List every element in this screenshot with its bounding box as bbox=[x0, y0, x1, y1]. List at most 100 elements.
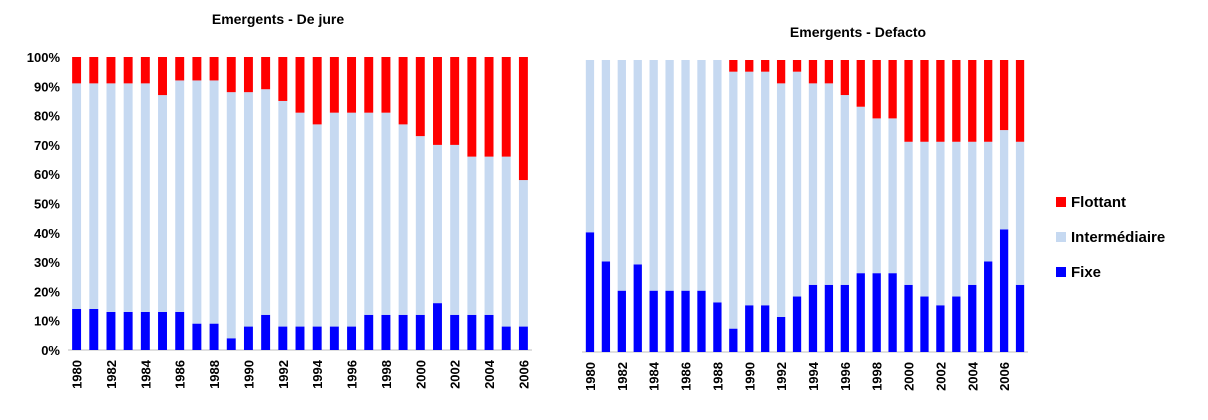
bar-segment-intermediaire-2003 bbox=[952, 141, 961, 297]
x-tick-label: 1998 bbox=[379, 360, 394, 389]
bar-segment-flottant-1984 bbox=[140, 57, 150, 84]
x-tick-label: 1988 bbox=[710, 362, 725, 391]
legend-swatch bbox=[1056, 232, 1066, 242]
x-tick-label: 1984 bbox=[138, 359, 153, 389]
bar-segment-intermediaire-2001 bbox=[920, 141, 929, 297]
bar-segment-intermediaire-1983 bbox=[633, 60, 642, 265]
x-tick-label: 1980 bbox=[583, 362, 598, 391]
bar-segment-fixe-1993 bbox=[792, 296, 802, 352]
legend-swatch bbox=[1056, 197, 1066, 207]
x-tick-label: 1998 bbox=[870, 362, 885, 391]
bar-segment-intermediaire-1982 bbox=[617, 60, 626, 291]
bar-segment-fixe-1982 bbox=[106, 311, 116, 350]
bar-segment-intermediaire-1998 bbox=[381, 112, 391, 315]
chart-de-jure: Emergents - De jure 0% 10% 20% 30% 40% 50% 60%… bbox=[27, 11, 532, 389]
bar-segment-flottant-1989 bbox=[226, 57, 236, 93]
bar-segment-flottant-1997 bbox=[364, 57, 374, 113]
x-tick-label: 2000 bbox=[413, 360, 428, 389]
bar-segment-intermediaire-1986 bbox=[175, 80, 185, 312]
bar-segment-flottant-2002 bbox=[936, 60, 945, 142]
bar-segment-fixe-1981 bbox=[601, 261, 611, 352]
bar-segment-intermediaire-1982 bbox=[106, 83, 116, 312]
bar-segment-flottant-1982 bbox=[106, 57, 116, 84]
bar-segment-fixe-1992 bbox=[278, 326, 288, 350]
chart-defacto: Emergents - Defacto 1980 1982 1984 1986 1988… bbox=[582, 24, 1028, 391]
bar-segment-intermediaire-2003 bbox=[467, 156, 477, 315]
bar-segment-fixe-1997 bbox=[856, 273, 865, 352]
x-tick-label: 1984 bbox=[647, 361, 662, 391]
legend-label: Fixe bbox=[1071, 264, 1101, 281]
bar-segment-flottant-1993 bbox=[792, 60, 802, 72]
y-tick-label: 60% bbox=[34, 167, 60, 182]
bar-segment-fixe-1990 bbox=[745, 305, 754, 352]
bar-segment-fixe-1996 bbox=[840, 284, 849, 352]
x-tick-label: 1990 bbox=[241, 360, 256, 389]
y-tick-label: 20% bbox=[34, 284, 60, 299]
bar-segment-flottant-1996 bbox=[840, 60, 849, 96]
y-tick-label: 0% bbox=[41, 343, 60, 358]
bar-segment-fixe-1995 bbox=[329, 326, 339, 350]
bar-segment-intermediaire-1990 bbox=[243, 92, 253, 327]
bar-segment-flottant-1999 bbox=[888, 60, 897, 119]
bar-segment-intermediaire-1985 bbox=[158, 95, 167, 312]
bar-segment-fixe-1981 bbox=[89, 308, 99, 350]
bar-segment-intermediaire-1987 bbox=[697, 60, 706, 291]
bar-segment-fixe-1993 bbox=[295, 326, 305, 350]
bar-segment-fixe-1991 bbox=[761, 305, 770, 352]
x-tick-label: 2002 bbox=[448, 360, 463, 389]
y-tick-label: 10% bbox=[34, 314, 60, 329]
bar-segment-intermediaire-2000 bbox=[415, 136, 425, 315]
bar-segment-fixe-1992 bbox=[776, 316, 786, 352]
bar-segment-intermediaire-1996 bbox=[347, 112, 357, 327]
bar-segment-fixe-1999 bbox=[888, 273, 897, 352]
bar-segment-intermediaire-1994 bbox=[808, 83, 818, 285]
x-tick-label: 1994 bbox=[806, 361, 821, 391]
legend-label: Intermédiaire bbox=[1071, 229, 1165, 246]
x-tick-label: 1986 bbox=[679, 362, 694, 391]
bar-segment-intermediaire-1989 bbox=[729, 71, 738, 329]
bar-segment-fixe-1983 bbox=[633, 264, 642, 352]
x-tick-label: 1996 bbox=[838, 362, 853, 391]
bar-segment-fixe-1995 bbox=[824, 284, 834, 352]
bar-segment-fixe-1990 bbox=[243, 326, 253, 350]
bar-segment-fixe-1985 bbox=[665, 290, 674, 352]
bar-segment-intermediaire-1983 bbox=[123, 83, 133, 312]
y-tick-label: 90% bbox=[34, 79, 60, 94]
legend-swatch bbox=[1056, 267, 1066, 277]
bar-segment-flottant-1991 bbox=[761, 60, 770, 72]
bar-segment-intermediaire-2006 bbox=[999, 130, 1009, 230]
bar-segment-fixe-2002 bbox=[936, 305, 945, 352]
bar-segment-flottant-1997 bbox=[856, 60, 865, 107]
y-tick-label: 80% bbox=[34, 109, 60, 124]
bar-segment-intermediaire-1997 bbox=[856, 106, 865, 274]
chart-title-defacto: Emergents - Defacto bbox=[790, 24, 926, 40]
x-tick-label: 1994 bbox=[310, 359, 325, 389]
bar-segment-intermediaire-1998 bbox=[872, 118, 881, 274]
bar-segment-intermediaire-2005 bbox=[984, 141, 993, 262]
bar-segment-intermediaire-1994 bbox=[312, 124, 322, 327]
x-tick-label: 2002 bbox=[933, 362, 948, 391]
bar-segment-fixe-1984 bbox=[649, 290, 658, 352]
bar-segment-flottant-2000 bbox=[904, 60, 913, 142]
bar-segment-intermediaire-2004 bbox=[484, 156, 494, 315]
bar-segment-fixe-1999 bbox=[398, 314, 408, 350]
x-tick-label: 1982 bbox=[615, 362, 630, 391]
bar-segment-flottant-1991 bbox=[261, 57, 271, 90]
bar-segment-flottant-1995 bbox=[329, 57, 339, 113]
bar-segment-fixe-2002 bbox=[450, 314, 460, 350]
bar-segment-flottant-1981 bbox=[89, 57, 99, 84]
bar-segment-intermediaire-2002 bbox=[450, 144, 460, 315]
bar-segment-fixe-2003 bbox=[467, 314, 477, 350]
x-tick-label: 1990 bbox=[742, 362, 757, 391]
bar-segment-intermediaire-2006 bbox=[518, 180, 528, 327]
y-tick-label: 70% bbox=[34, 138, 60, 153]
y-tick-label: 50% bbox=[34, 197, 60, 212]
x-tick-label: 1980 bbox=[70, 360, 85, 389]
bar-segment-fixe-2000 bbox=[904, 284, 913, 352]
bar-segment-flottant-1993 bbox=[295, 57, 305, 113]
y-tick-label: 30% bbox=[34, 255, 60, 270]
bar-segment-fixe-1986 bbox=[681, 290, 690, 352]
bar-segment-fixe-2006 bbox=[999, 229, 1009, 352]
bar-segment-flottant-1988 bbox=[209, 57, 219, 81]
bar-segment-fixe-1998 bbox=[872, 273, 881, 352]
